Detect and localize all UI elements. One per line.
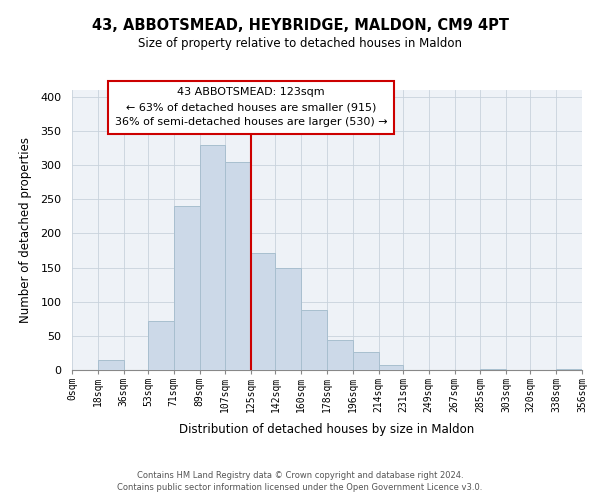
Text: Size of property relative to detached houses in Maldon: Size of property relative to detached ho… [138, 38, 462, 51]
Bar [251, 252, 275, 370]
Text: Contains HM Land Registry data © Crown copyright and database right 2024.
Contai: Contains HM Land Registry data © Crown c… [118, 471, 482, 492]
Bar [199, 144, 225, 370]
Bar [225, 162, 251, 370]
Bar [379, 365, 403, 370]
Bar [480, 368, 506, 370]
Bar [148, 321, 174, 370]
Bar [327, 340, 353, 370]
Text: 43, ABBOTSMEAD, HEYBRIDGE, MALDON, CM9 4PT: 43, ABBOTSMEAD, HEYBRIDGE, MALDON, CM9 4… [91, 18, 509, 32]
Bar [174, 206, 199, 370]
Bar [98, 360, 124, 370]
X-axis label: Distribution of detached houses by size in Maldon: Distribution of detached houses by size … [179, 424, 475, 436]
Y-axis label: Number of detached properties: Number of detached properties [19, 137, 32, 323]
Bar [301, 310, 327, 370]
Bar [556, 368, 582, 370]
Bar [275, 268, 301, 370]
Bar [353, 352, 379, 370]
Text: 43 ABBOTSMEAD: 123sqm
← 63% of detached houses are smaller (915)
36% of semi-det: 43 ABBOTSMEAD: 123sqm ← 63% of detached … [115, 88, 388, 127]
